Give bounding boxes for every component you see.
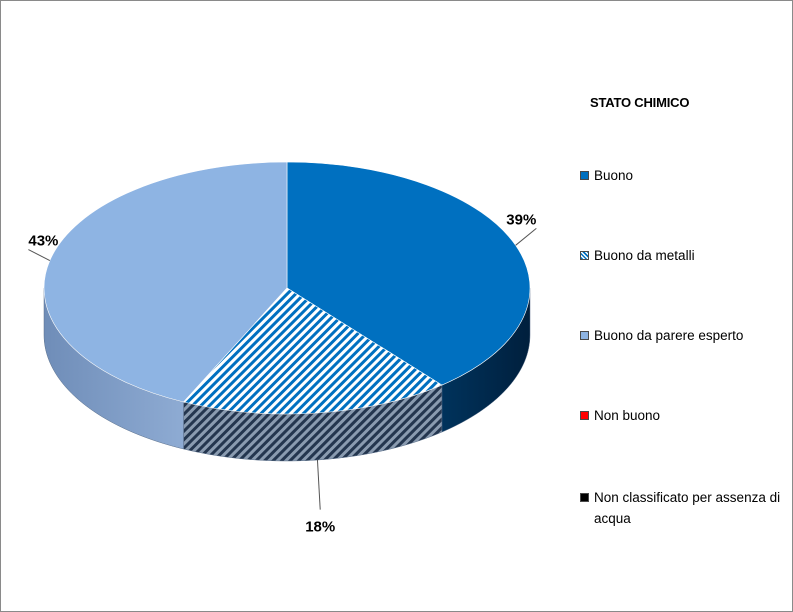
legend-swatch-buono-da-parere-esperto bbox=[580, 331, 589, 340]
pie-slice-buono-da-metalli bbox=[182, 287, 443, 415]
pie-slice-buono-da-parere-esperto bbox=[43, 161, 288, 403]
data-label-buono-da-metalli: 18% bbox=[305, 519, 335, 536]
leader-line-buono-da-metalli bbox=[316, 459, 321, 510]
legend-item-buono-da-parere-esperto: Buono da parere esperto bbox=[580, 325, 790, 346]
leader-line-buono-da-parere-esperto bbox=[28, 249, 51, 261]
leader-line-buono bbox=[515, 227, 537, 246]
legend-label-buono-da-parere-esperto: Buono da parere esperto bbox=[594, 328, 744, 343]
legend-item-non-buono: Non buono bbox=[580, 405, 790, 426]
legend-swatch-buono-da-metalli bbox=[580, 251, 589, 260]
legend-label-non-classificato: Non classificato per assenza di acqua bbox=[594, 490, 781, 526]
legend-item-non-classificato: Non classificato per assenza di acqua bbox=[580, 487, 790, 529]
legend-title: STATO CHIMICO bbox=[590, 95, 690, 110]
data-label-buono: 39% bbox=[506, 211, 536, 228]
legend-label-non-buono: Non buono bbox=[594, 408, 661, 423]
legend-swatch-buono bbox=[580, 171, 589, 180]
legend-swatch-non-buono bbox=[580, 411, 589, 420]
pie-slice-buono bbox=[286, 161, 531, 386]
legend-swatch-non-classificato bbox=[580, 493, 589, 502]
data-label-buono-da-parere-esperto: 43% bbox=[28, 233, 58, 250]
legend-label-buono: Buono bbox=[594, 168, 634, 183]
legend-item-buono: Buono bbox=[580, 165, 790, 186]
legend-label-buono-da-metalli: Buono da metalli bbox=[594, 248, 695, 263]
legend-item-buono-da-metalli: Buono da metalli bbox=[580, 245, 790, 266]
